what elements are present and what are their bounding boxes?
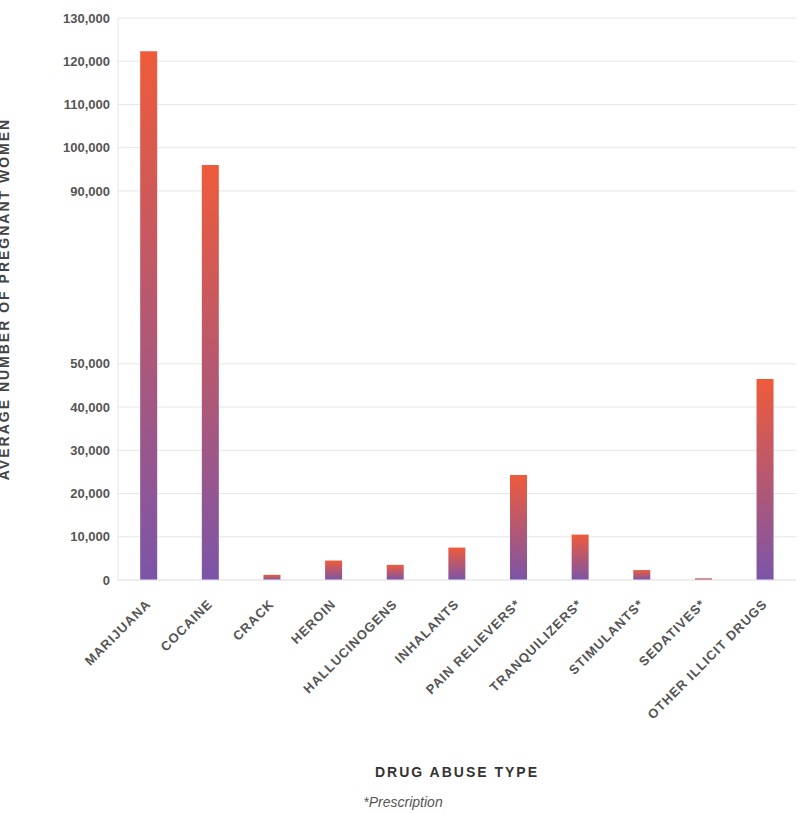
- svg-text:STIMULANTS*: STIMULANTS*: [566, 596, 647, 677]
- svg-text:120,000: 120,000: [63, 54, 110, 69]
- svg-text:MARIJUANA: MARIJUANA: [82, 596, 154, 668]
- svg-text:OTHER ILLICIT DRUGS: OTHER ILLICIT DRUGS: [644, 596, 770, 722]
- svg-text:TRANQUILIZERS*: TRANQUILIZERS*: [487, 596, 586, 695]
- svg-text:20,000: 20,000: [70, 486, 110, 501]
- svg-text:PAIN RELIEVERS*: PAIN RELIEVERS*: [422, 596, 524, 698]
- svg-text:90,000: 90,000: [70, 184, 110, 199]
- svg-text:110,000: 110,000: [64, 97, 110, 112]
- svg-text:SEDATIVES*: SEDATIVES*: [635, 596, 709, 669]
- svg-text:CRACK: CRACK: [230, 596, 277, 643]
- html-text:DRUG ABUSE TYPE: DRUG ABUSE TYPE: [375, 764, 539, 780]
- svg-text:40,000: 40,000: [70, 400, 110, 415]
- svg-text:10,000: 10,000: [70, 529, 110, 544]
- svg-text:130,000: 130,000: [63, 11, 110, 26]
- svg-text:HALLUCINOGENS: HALLUCINOGENS: [300, 596, 400, 696]
- svg-text:100,000: 100,000: [63, 140, 110, 155]
- svg-text:INHALANTS: INHALANTS: [392, 596, 462, 666]
- svg-text:0: 0: [103, 573, 110, 588]
- svg-text:50,000: 50,000: [70, 356, 110, 371]
- html-text:*Prescription: *Prescription: [363, 794, 443, 810]
- svg-text:30,000: 30,000: [70, 443, 110, 458]
- svg-text:HEROIN: HEROIN: [288, 596, 339, 647]
- svg-text:AVERAGE NUMBER OF PREGNANT WOM: AVERAGE NUMBER OF PREGNANT WOMEN: [8, 118, 12, 480]
- svg-text:COCAINE: COCAINE: [157, 596, 215, 654]
